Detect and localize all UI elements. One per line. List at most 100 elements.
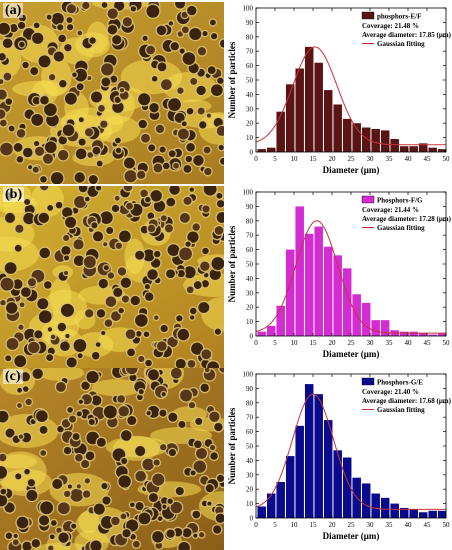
phosphor-particle [77,353,83,359]
phosphor-particle [190,470,196,476]
phosphor-particle [114,96,121,103]
y-tick-label: 70 [246,414,254,422]
y-tick-label: 80 [246,33,254,41]
phosphor-particle [16,156,24,163]
x-tick-label: 30 [367,521,375,529]
phosphor-particle [193,460,206,473]
phosphor-particle [34,330,43,339]
x-axis-label: Diameter (μm) [323,349,380,359]
bar [409,331,418,336]
phosphor-particle [0,494,8,507]
x-tick-label: 35 [386,521,394,529]
phosphor-particle [17,387,23,393]
phosphor-particle [44,103,57,116]
phosphor-particle [183,266,196,279]
y-tick-label: 10 [246,318,254,326]
phosphor-particle [126,519,139,532]
x-tick-label: 45 [424,521,432,529]
phosphor-particle [138,93,151,106]
phosphor-particle [38,310,52,324]
phosphor-particle [46,354,54,362]
phosphor-particle [27,278,36,287]
phosphor-particle [121,457,128,464]
phosphor-particle [73,339,87,352]
panel-label: (c) [3,369,23,384]
phosphor-particle [206,113,211,118]
phosphor-particle [95,186,102,191]
phosphor-particle [160,215,167,222]
phosphor-particle [177,128,189,140]
phosphor-particle [180,389,192,402]
bar [304,233,314,336]
phosphor-particle [197,47,207,56]
bar [380,130,390,152]
bar [257,149,266,152]
phosphor-particle [18,324,24,330]
gaussian-fit-line [255,220,446,334]
phosphor-particle [117,395,125,403]
x-tick-label: 30 [367,339,375,347]
bar [276,305,285,336]
x-tick-label: 0 [254,339,258,347]
bar [418,512,428,518]
phosphor-particle [32,166,39,173]
phosphor-particle [157,516,163,521]
gaussian-fit-line [255,46,446,146]
phosphor-particle [23,147,33,158]
phosphor-particle [55,201,63,209]
phosphor-particle [160,444,167,451]
phosphor-particle [0,89,7,100]
phosphor-particle [5,212,16,223]
phosphor-particle [40,186,49,191]
phosphor-particle [91,222,98,229]
phosphor-particle [85,451,95,461]
bar [371,493,380,518]
phosphor-particle [27,479,35,487]
phosphor-particle [6,302,18,314]
phosphor-particle [61,245,71,256]
phosphor-particle [103,265,109,271]
y-tick-label: 30 [246,471,254,479]
phosphor-particle [191,342,204,355]
phosphor-particle [77,30,83,36]
phosphor-particle [25,398,32,406]
phosphor-particle [148,369,159,381]
micrograph-image [0,368,224,550]
phosphor-particle [87,152,94,158]
phosphor-particle [49,534,55,540]
phosphor-particle [64,490,71,498]
phosphor-particle [101,63,114,76]
phosphor-particle [57,425,64,433]
phosphor-particle [214,226,224,235]
phosphor-particle [173,162,179,169]
phosphor-particle [37,298,49,310]
phosphor-particle [146,4,160,18]
x-tick-label: 25 [348,339,356,347]
phosphor-particle [67,407,73,413]
bar [285,456,295,518]
phosphor-particle [64,92,77,105]
phosphor-particle [135,446,146,457]
phosphor-particle [155,542,163,549]
phosphor-particle [86,370,99,384]
bar [323,246,333,336]
bar [437,333,447,336]
panel-label: (b) [3,187,25,202]
phosphor-particle [175,358,186,368]
phosphor-particle [119,88,125,93]
legend-annotation: Average diameter: 17.28 (μm) [362,215,452,223]
y-tick-label: 40 [246,457,254,465]
micrograph-c: (c) [0,368,224,550]
phosphor-particle [166,269,175,279]
phosphor-particle [106,226,114,234]
phosphor-particle [22,61,29,69]
phosphor-particle [50,172,64,184]
phosphor-particle [63,446,72,455]
phosphor-particle [179,247,192,261]
phosphor-particle [61,419,71,428]
y-tick-label: 90 [246,203,254,211]
phosphor-particle [40,95,49,105]
phosphor-particle [126,202,133,210]
phosphor-particle [216,192,223,199]
phosphor-particle [34,146,45,156]
